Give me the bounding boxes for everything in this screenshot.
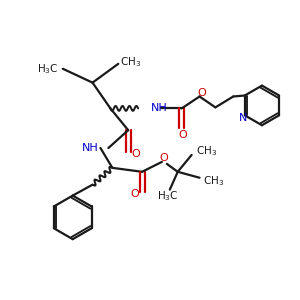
Text: N: N (238, 113, 247, 123)
Text: O: O (178, 130, 187, 140)
Text: O: O (131, 189, 140, 199)
Text: NH: NH (82, 143, 98, 153)
Text: O: O (160, 153, 168, 163)
Text: O: O (132, 149, 140, 159)
Text: NH: NH (151, 103, 168, 113)
Text: $\mathregular{CH_3}$: $\mathregular{CH_3}$ (203, 174, 225, 188)
Text: $\mathregular{H_3C}$: $\mathregular{H_3C}$ (157, 190, 178, 203)
Text: O: O (197, 88, 206, 98)
Text: $\mathregular{CH_3}$: $\mathregular{CH_3}$ (196, 144, 217, 158)
Text: $\mathregular{CH_3}$: $\mathregular{CH_3}$ (120, 55, 142, 69)
Text: $\mathregular{H_3C}$: $\mathregular{H_3C}$ (37, 62, 59, 76)
